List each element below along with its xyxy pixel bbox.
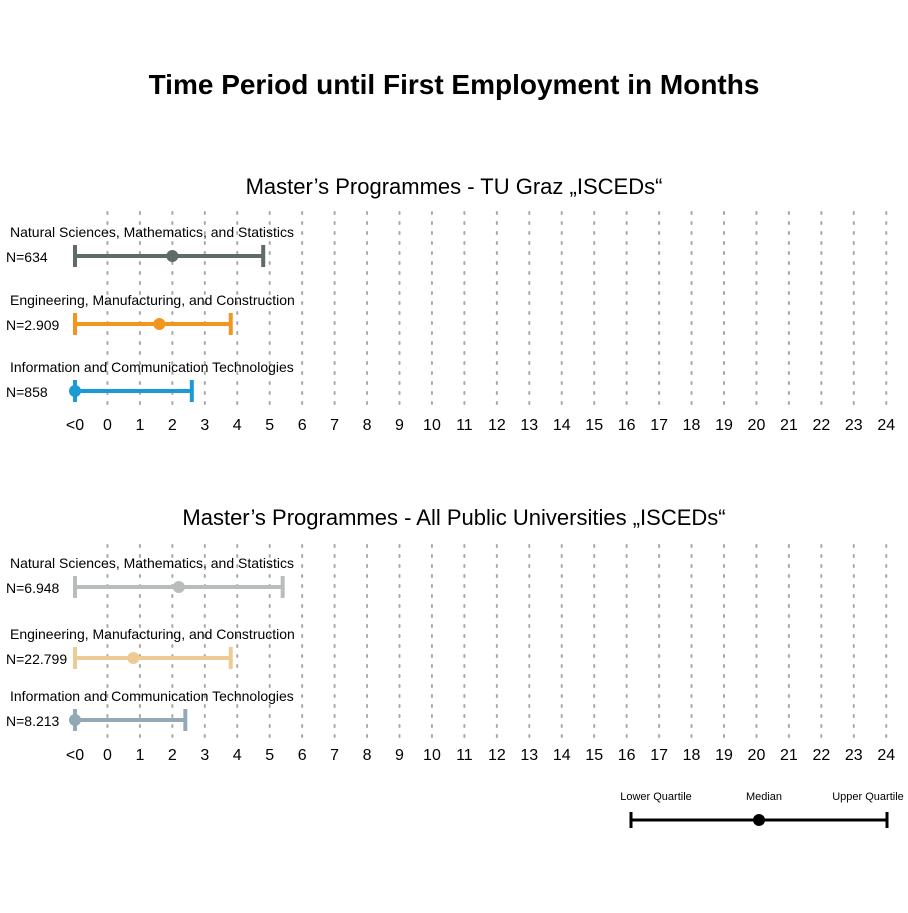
x-tick-label: 5 xyxy=(265,417,274,434)
x-tick-label: 12 xyxy=(488,747,506,764)
errorbar-row: Engineering, Manufacturing, and Construc… xyxy=(6,292,295,335)
legend-median-point xyxy=(753,814,765,826)
errorbar-row: Engineering, Manufacturing, and Construc… xyxy=(6,626,295,669)
x-tick-label: <0 xyxy=(66,417,84,434)
legend-upper-label: Upper Quartile xyxy=(832,791,904,803)
x-tick-label: <0 xyxy=(66,747,84,764)
x-tick-label: 20 xyxy=(748,417,766,434)
chart-title: Time Period until First Employment in Mo… xyxy=(149,69,760,100)
x-tick-label: 14 xyxy=(553,417,571,434)
x-tick-label: 18 xyxy=(683,747,701,764)
errorbar-row: Information and Communication Technologi… xyxy=(6,359,294,402)
panel-1-subtitle: Master’s Programmes - TU Graz „ISCEDs“ xyxy=(246,174,663,199)
x-tick-label: 8 xyxy=(363,417,372,434)
median-point xyxy=(127,652,140,664)
legend-median-label: Median xyxy=(746,791,782,803)
row-label: Information and Communication Technologi… xyxy=(10,359,294,375)
x-tick-label: 8 xyxy=(363,747,372,764)
row-label: Engineering, Manufacturing, and Construc… xyxy=(10,626,295,642)
x-tick-label: 12 xyxy=(488,417,506,434)
x-tick-label: 16 xyxy=(618,417,636,434)
row-n-label: N=634 xyxy=(6,249,48,265)
x-tick-label: 4 xyxy=(233,747,242,764)
x-tick-label: 20 xyxy=(748,747,766,764)
median-point xyxy=(172,581,185,593)
x-tick-label: 15 xyxy=(585,747,603,764)
x-tick-label: 5 xyxy=(265,747,274,764)
row-n-label: N=6.948 xyxy=(6,580,60,596)
median-point xyxy=(69,714,81,726)
panel-2: <0 0 1 2 3 4 5 6 7 8 9 10 11 12 13 14 15 16 17 18 19 20 21 22 23… xyxy=(6,544,895,764)
errorbar-row: Information and Communication Technologi… xyxy=(6,688,294,731)
x-tick-label: 9 xyxy=(395,417,404,434)
x-tick-label: 16 xyxy=(618,747,636,764)
x-tick-label: 4 xyxy=(233,417,242,434)
row-n-label: N=2.909 xyxy=(6,317,60,333)
x-tick-label: 6 xyxy=(298,747,307,764)
x-tick-label: 23 xyxy=(845,417,863,434)
x-tick-label: 1 xyxy=(135,417,144,434)
x-tick-label: 17 xyxy=(650,747,668,764)
x-tick-label: 19 xyxy=(715,747,733,764)
x-tick-label: 0 xyxy=(103,747,112,764)
x-tick-label: 13 xyxy=(520,747,538,764)
x-tick-label: 3 xyxy=(200,417,209,434)
row-n-label: N=8.213 xyxy=(6,713,60,729)
errorbar-row: Natural Sciences, Mathematics, and Stati… xyxy=(6,224,294,267)
x-tick-label: 22 xyxy=(812,747,830,764)
row-label: Engineering, Manufacturing, and Construc… xyxy=(10,292,295,308)
x-tick-label: 21 xyxy=(780,747,798,764)
x-tick-label: 0 xyxy=(103,417,112,434)
panel-1: <0 0 1 2 3 4 5 6 7 8 9 10 11 12 13 14 15 16 17 18 19 20 21 22 23… xyxy=(6,211,895,434)
x-tick-label: 11 xyxy=(456,747,473,764)
x-tick-label: 6 xyxy=(298,417,307,434)
median-point xyxy=(69,385,81,397)
median-point xyxy=(166,250,179,262)
x-tick-label: 10 xyxy=(423,747,441,764)
x-tick-label: 22 xyxy=(812,417,830,434)
panel-2-subtitle: Master’s Programmes - All Public Univers… xyxy=(182,505,725,530)
panels-layer: <0 0 1 2 3 4 5 6 7 8 9 10 11 12 13 14 15 16 17 18 19 20 21 22 23… xyxy=(6,211,895,764)
x-tick-label: 9 xyxy=(395,747,404,764)
x-tick-label: 24 xyxy=(877,747,895,764)
x-tick-label: 15 xyxy=(585,417,603,434)
row-label: Information and Communication Technologi… xyxy=(10,688,294,704)
x-tick-label: 18 xyxy=(683,417,701,434)
x-tick-label: 23 xyxy=(845,747,863,764)
x-tick-label: 2 xyxy=(168,747,177,764)
x-tick-label: 1 xyxy=(135,747,144,764)
row-n-label: N=22.799 xyxy=(6,651,67,667)
row-label: Natural Sciences, Mathematics, and Stati… xyxy=(10,224,294,240)
x-tick-label: 17 xyxy=(650,417,668,434)
x-tick-label: 10 xyxy=(423,417,441,434)
legend-lower-label: Lower Quartile xyxy=(620,791,692,803)
median-point xyxy=(153,318,166,330)
x-tick-label: 7 xyxy=(330,417,339,434)
x-tick-label: 24 xyxy=(877,417,895,434)
row-label: Natural Sciences, Mathematics, and Stati… xyxy=(10,555,294,571)
legend: Lower Quartile Median Upper Quartile xyxy=(620,791,904,828)
x-tick-label: 21 xyxy=(780,417,798,434)
x-tick-label: 2 xyxy=(168,417,177,434)
x-tick-label: 3 xyxy=(200,747,209,764)
errorbar-row: Natural Sciences, Mathematics, and Stati… xyxy=(6,555,294,598)
x-tick-label: 19 xyxy=(715,417,733,434)
x-tick-label: 13 xyxy=(520,417,538,434)
row-n-label: N=858 xyxy=(6,384,48,400)
x-tick-label: 11 xyxy=(456,417,473,434)
x-tick-label: 14 xyxy=(553,747,571,764)
x-tick-label: 7 xyxy=(330,747,339,764)
